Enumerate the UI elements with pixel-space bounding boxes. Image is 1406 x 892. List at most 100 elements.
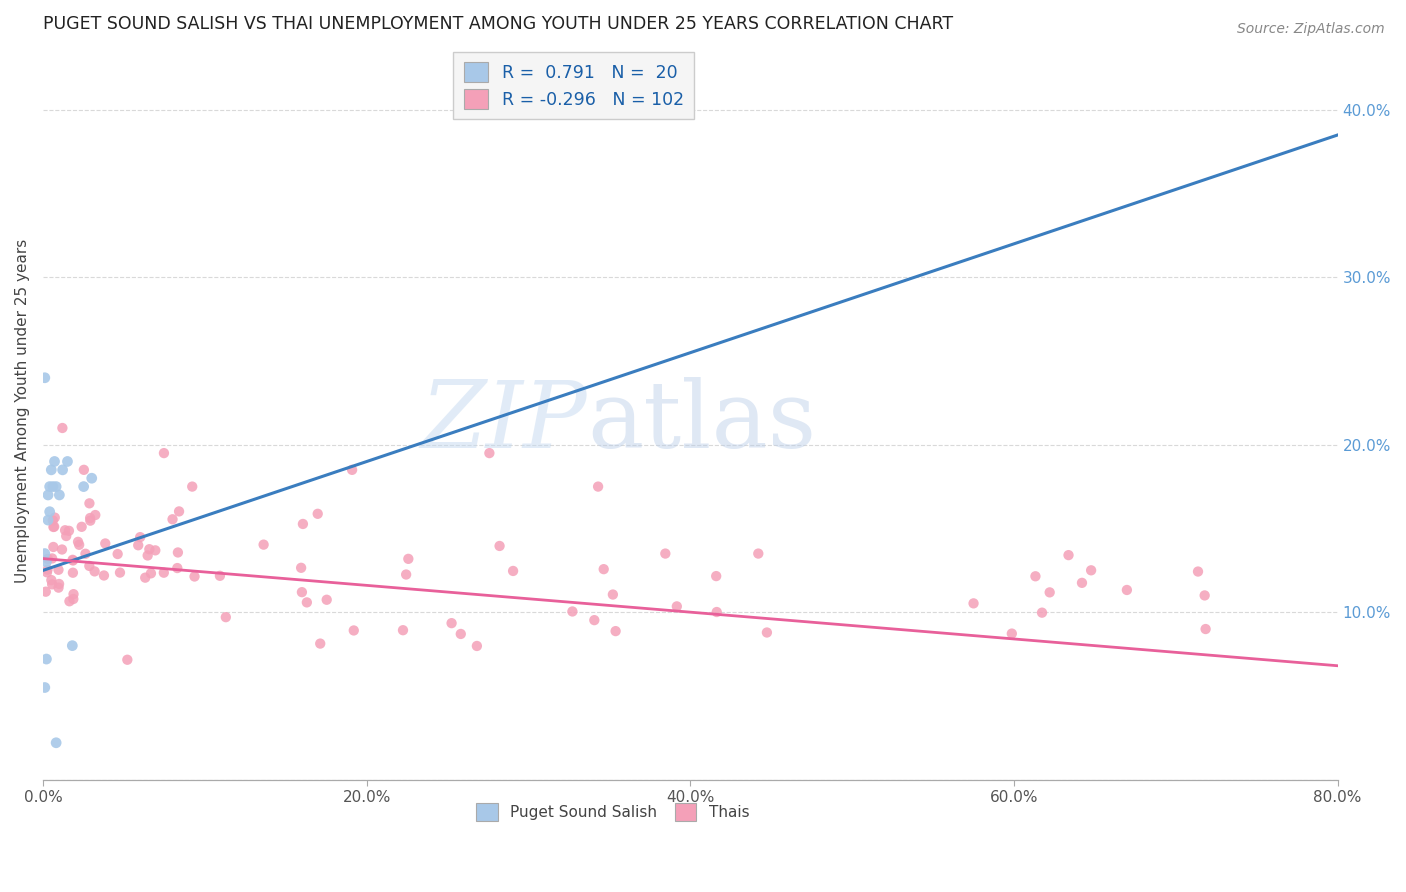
- Point: [39, 463, 62, 477]
- Point: [58, 594, 80, 608]
- Point: [602, 588, 624, 602]
- Point: [38, 480, 60, 494]
- Point: [395, 567, 418, 582]
- Point: [51, 421, 73, 435]
- Point: [290, 561, 312, 575]
- Text: ZIP: ZIP: [420, 377, 586, 467]
- Point: [139, 566, 162, 581]
- Point: [183, 569, 205, 583]
- Point: [79, 558, 101, 573]
- Point: [1080, 563, 1102, 577]
- Point: [44, 454, 66, 468]
- Point: [62, 587, 84, 601]
- Point: [1001, 626, 1024, 640]
- Point: [84, 508, 107, 522]
- Point: [392, 624, 415, 638]
- Point: [62, 553, 84, 567]
- Point: [48, 581, 70, 595]
- Point: [51, 542, 73, 557]
- Point: [153, 566, 176, 580]
- Point: [962, 596, 984, 610]
- Point: [48, 563, 70, 577]
- Point: [586, 480, 609, 494]
- Point: [41, 577, 63, 591]
- Point: [129, 530, 152, 544]
- Point: [1194, 622, 1216, 636]
- Point: [181, 480, 204, 494]
- Point: [1057, 548, 1080, 562]
- Point: [42, 513, 65, 527]
- Point: [755, 625, 778, 640]
- Point: [215, 610, 238, 624]
- Point: [583, 613, 606, 627]
- Point: [295, 595, 318, 609]
- Point: [1039, 585, 1062, 599]
- Point: [94, 536, 117, 550]
- Text: PUGET SOUND SALISH VS THAI UNEMPLOYMENT AMONG YOUTH UNDER 25 YEARS CORRELATION C: PUGET SOUND SALISH VS THAI UNEMPLOYMENT …: [44, 15, 953, 33]
- Point: [1187, 565, 1209, 579]
- Point: [35, 584, 58, 599]
- Point: [70, 520, 93, 534]
- Point: [315, 592, 337, 607]
- Point: [1115, 582, 1137, 597]
- Point: [62, 566, 84, 580]
- Point: [605, 624, 627, 639]
- Point: [143, 543, 166, 558]
- Point: [291, 516, 314, 531]
- Point: [37, 552, 59, 566]
- Point: [654, 547, 676, 561]
- Point: [1071, 575, 1094, 590]
- Point: [42, 480, 65, 494]
- Point: [41, 573, 63, 587]
- Point: [34, 547, 56, 561]
- Point: [166, 561, 188, 575]
- Point: [58, 524, 80, 538]
- Point: [1194, 589, 1216, 603]
- Point: [73, 463, 96, 477]
- Point: [72, 480, 94, 494]
- Point: [167, 504, 190, 518]
- Point: [134, 571, 156, 585]
- Point: [291, 585, 314, 599]
- Point: [465, 639, 488, 653]
- Y-axis label: Unemployment Among Youth under 25 years: Unemployment Among Youth under 25 years: [15, 239, 30, 583]
- Point: [45, 736, 67, 750]
- Point: [478, 446, 501, 460]
- Point: [67, 538, 90, 552]
- Point: [1024, 569, 1046, 583]
- Point: [62, 592, 84, 607]
- Point: [592, 562, 614, 576]
- Point: [704, 569, 727, 583]
- Point: [44, 519, 66, 533]
- Point: [48, 488, 70, 502]
- Point: [136, 549, 159, 563]
- Point: [108, 566, 131, 580]
- Point: [75, 547, 97, 561]
- Point: [167, 545, 190, 559]
- Point: [56, 454, 79, 468]
- Point: [34, 681, 56, 695]
- Point: [79, 514, 101, 528]
- Point: [488, 539, 510, 553]
- Point: [138, 542, 160, 557]
- Point: [34, 370, 56, 384]
- Point: [83, 565, 105, 579]
- Point: [35, 652, 58, 666]
- Point: [665, 599, 688, 614]
- Point: [35, 566, 58, 580]
- Point: [309, 637, 332, 651]
- Legend: Puget Sound Salish, Thais: Puget Sound Salish, Thais: [470, 797, 755, 827]
- Point: [343, 624, 366, 638]
- Point: [396, 552, 419, 566]
- Point: [747, 547, 769, 561]
- Point: [502, 564, 524, 578]
- Text: atlas: atlas: [586, 377, 815, 467]
- Point: [44, 510, 66, 524]
- Point: [117, 653, 139, 667]
- Point: [55, 529, 77, 543]
- Point: [35, 555, 58, 569]
- Point: [208, 569, 231, 583]
- Point: [62, 553, 84, 567]
- Point: [79, 511, 101, 525]
- Point: [450, 627, 472, 641]
